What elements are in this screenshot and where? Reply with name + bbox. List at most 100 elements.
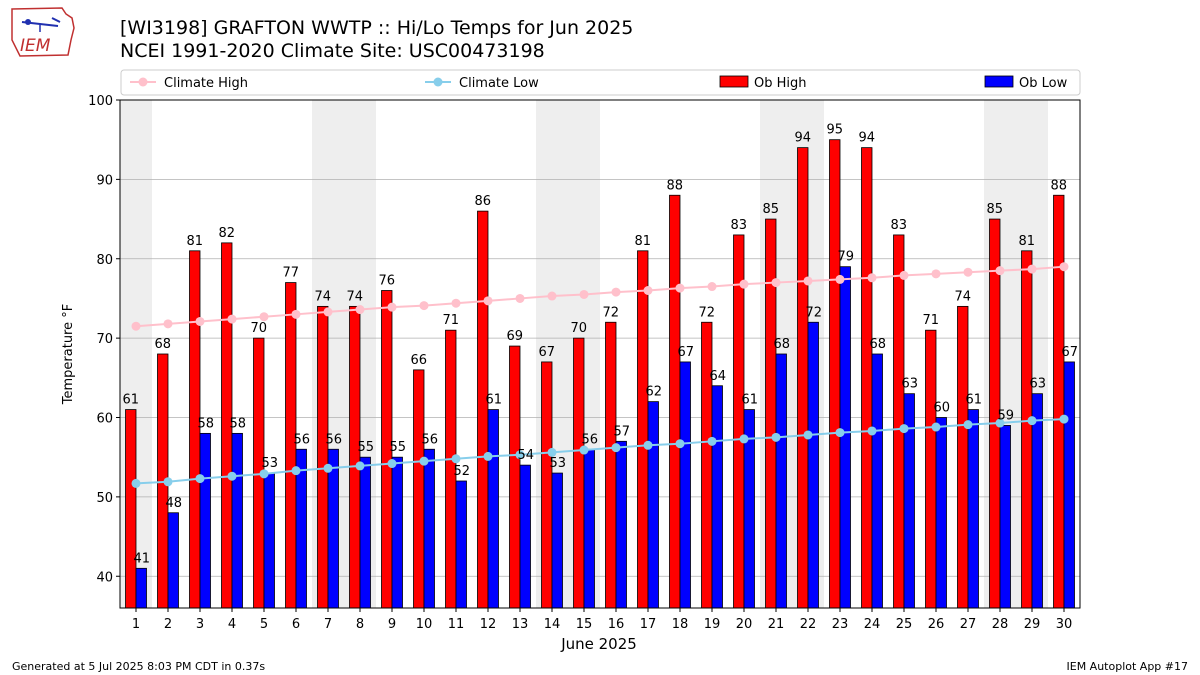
climate-low-point [419,456,429,466]
x-tick-label: 16 [608,617,625,632]
ob-low-label: 52 [453,464,470,479]
x-tick-label: 15 [576,617,593,632]
ob-high-label: 72 [698,305,715,320]
climate-low-point [707,436,717,446]
climate-high-point [867,273,877,283]
ob-low-label: 62 [645,385,662,400]
ob-high-bar [669,194,681,609]
climate-low-point [931,422,941,432]
ob-high-bar [637,250,649,609]
x-tick-label: 3 [196,617,204,632]
ob-low-label: 56 [581,432,598,447]
ob-high-label: 85 [762,202,779,217]
climate-low-point [291,466,301,476]
climate-low-point [963,420,973,430]
ob-low-label: 57 [613,424,630,439]
ob-low-bar [423,448,435,609]
x-tick-label: 14 [544,617,561,632]
x-tick-label: 20 [736,617,753,632]
ob-low-label: 56 [421,432,438,447]
ob-low-label: 56 [325,432,342,447]
ob-low-bar [775,353,787,609]
climate-high-point [1027,264,1037,274]
ob-low-bar [711,385,723,609]
ob-high-bar [477,210,489,609]
ob-high-label: 81 [186,234,203,249]
climate-low-point [675,439,685,449]
data-labels: 61 41 68 48 81 58 82 58 70 53 77 56 74 56 74 55 76 55 66 56… [122,123,1078,567]
ob-high-label: 67 [538,345,555,360]
climate-high-point [483,296,493,306]
ob-high-bar [733,234,745,609]
x-tick-label: 6 [292,617,300,632]
ob-low-label: 48 [165,496,182,511]
ob-low-bar [807,321,819,609]
y-tick-label: 100 [88,94,113,109]
climate-high-point [163,319,173,329]
ob-high-bar [957,305,969,609]
ob-low-bar [263,472,275,609]
ob-high-label: 74 [346,289,363,304]
chart-title: [WI3198] GRAFTON WWTP :: Hi/Lo Temps for… [120,17,634,39]
climate-high-point [323,307,333,317]
climate-low-point [995,418,1005,428]
ob-high-label: 71 [442,313,459,328]
climate-high-legend-label: Climate High [164,76,248,91]
ob-high-label: 82 [218,226,235,241]
climate-high-point [579,289,589,299]
climate-high-point [643,286,653,295]
climate-high-point [515,293,525,303]
ob-low-bar [487,409,499,609]
y-tick-label: 40 [96,570,113,585]
y-tick-label: 60 [96,412,113,427]
ob-low-label: 58 [197,416,214,431]
ob-high-label: 88 [1050,178,1067,193]
legend-box [120,69,1081,96]
legend: Climate High Climate Low Ob High Ob Low [120,69,1081,96]
ob-low-bar [583,448,595,609]
climate-low-point [611,443,621,453]
ob-high-bar [509,345,521,609]
climate-high-point [547,291,557,301]
x-tick-label: 8 [356,617,364,632]
climate-high-point [355,305,365,315]
x-tick-label: 10 [416,617,433,632]
climate-high-point [1059,262,1069,272]
ob-high-bar [861,147,873,609]
ob-high-bar [317,305,329,609]
climate-high-point [291,309,301,319]
climate-high-point [771,278,781,288]
ob-high-label: 74 [314,289,331,304]
ob-low-label: 59 [997,408,1014,423]
ob-low-bar [199,432,211,609]
app-credit: IEM Autoplot App #17 [1066,660,1189,673]
ob-low-label: 61 [485,393,502,408]
climate-low-point [579,445,589,455]
x-tick-label: 29 [1024,617,1041,632]
climate-low-point [195,474,205,484]
climate-low-point [1027,416,1037,426]
climate-low-point [163,477,173,487]
ob-high-label: 77 [282,266,299,281]
x-tick-label: 7 [324,617,332,632]
ob-high-label: 68 [154,337,171,352]
climate-high-point [387,302,397,312]
climate-low-point [739,434,749,444]
ob-low-label: 55 [389,440,406,455]
y-tick-label: 80 [96,253,113,268]
x-tick-label: 27 [960,617,977,632]
ob-low-label: 64 [709,369,726,384]
ob-high-label: 70 [570,321,587,336]
ob-low-bar [1031,393,1043,609]
ob-high-bar [413,369,425,609]
climate-low-point [835,428,845,438]
ob-high-bar [605,321,617,609]
ob-high-label: 83 [730,218,747,233]
ob-low-label: 61 [741,393,758,408]
climate-low-point [387,459,397,469]
ob-low-label: 63 [1029,377,1046,392]
ob-low-bar [391,456,403,609]
ob-low-bar [551,472,563,609]
climate-high-point [739,279,749,289]
